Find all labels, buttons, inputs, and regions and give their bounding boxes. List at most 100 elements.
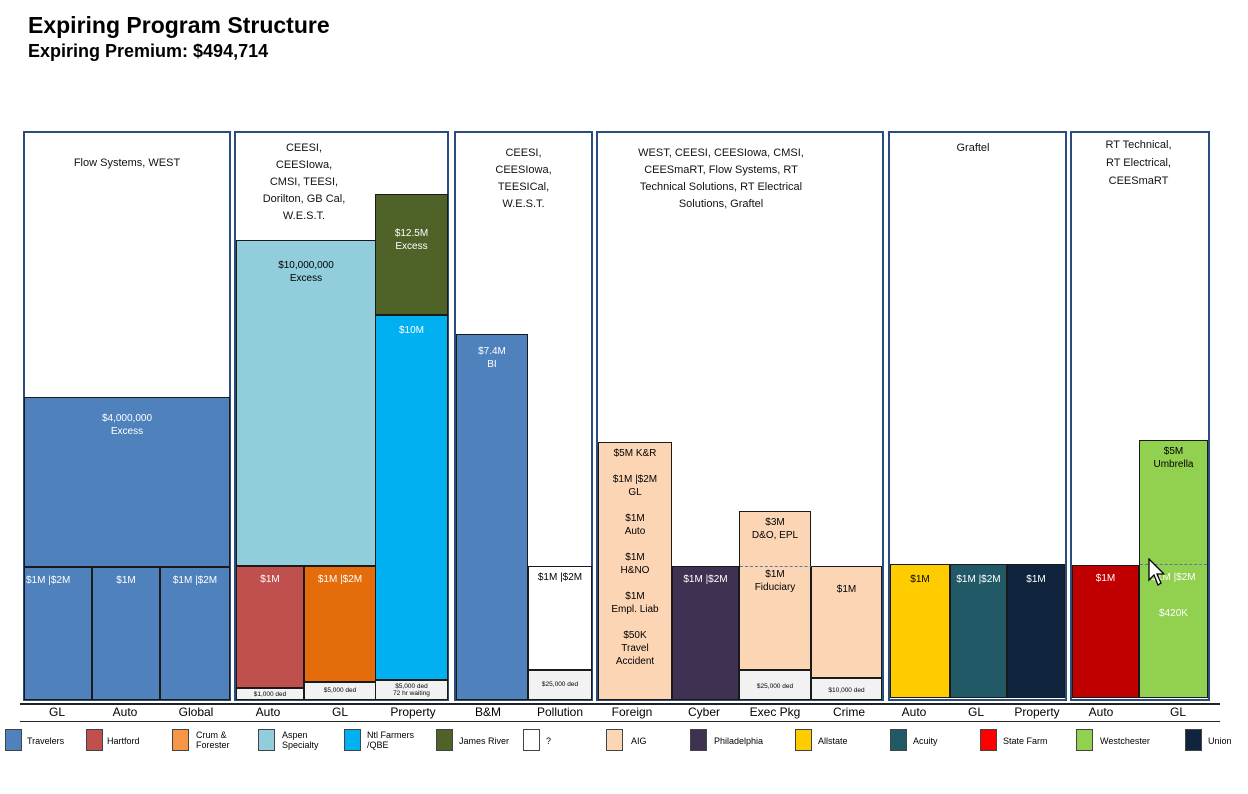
legend-swatch	[1076, 729, 1093, 751]
legend-swatch	[344, 729, 361, 751]
legend-label: State Farm	[1003, 736, 1048, 746]
group-name: Graftel	[956, 142, 990, 154]
block-label: $1M	[260, 574, 280, 585]
axis-label: GL	[331, 705, 349, 719]
block-label: $420K	[1159, 608, 1188, 619]
gl-deductible: $5,000 ded	[304, 682, 376, 700]
global-block: $1M |$2M	[160, 567, 230, 700]
group-name: WEST, CEESI, CEESIowa, CMSI, CEESmaRT, F…	[638, 147, 804, 210]
umbrella-divider	[1140, 564, 1207, 565]
axis-label: Foreign	[611, 705, 653, 719]
legend-label: Hartford	[107, 736, 140, 746]
axis-label: Global	[178, 705, 214, 719]
axis-label: Cyber	[687, 705, 721, 719]
legend-swatch	[5, 729, 22, 751]
legend-swatch	[258, 729, 275, 751]
legend-label: Union	[1208, 736, 1232, 746]
legend-label: Westchester	[1100, 736, 1150, 746]
auto-block: $1M	[236, 566, 304, 688]
auto-deductible: $1,000 ded	[236, 688, 304, 700]
legend-swatch	[86, 729, 103, 751]
group-name: CEESI, CEESIowa, TEESICal, W.E.S.T.	[495, 147, 552, 210]
legend-label: Acuity	[913, 736, 938, 746]
legend-swatch	[890, 729, 907, 751]
block-label: $1M |$2M	[172, 575, 218, 586]
aspen-excess-block: $10,000,000 Excess	[236, 240, 376, 566]
block-label: $1M |$2M	[956, 574, 1001, 585]
group-name: Flow Systems, WEST	[73, 157, 181, 169]
crime-block: $1M	[811, 566, 882, 678]
axis-label: Pollution	[536, 705, 584, 719]
gl-block: $1M |$2M	[304, 566, 376, 682]
block-label: $1M |$2M	[26, 575, 71, 586]
block-label: $4,000,000 Excess	[101, 413, 153, 437]
group-name: RT Technical, RT Electrical, CEESmaRT	[1105, 139, 1172, 187]
block-label: $1M	[836, 584, 857, 595]
property-excess-block: $12.5M Excess	[375, 194, 448, 315]
block-label: $1M |$2M	[537, 572, 583, 583]
cursor-icon	[1148, 558, 1166, 586]
axis-label: GL	[1169, 705, 1187, 719]
block-label: $1M |$2M	[683, 574, 728, 585]
block-label: $3M D&O, EPL	[751, 517, 799, 541]
block-label: $1M Fiduciary	[754, 569, 796, 593]
axis-label: GL	[967, 705, 985, 719]
pollution-block: $1M |$2M	[528, 566, 592, 670]
block-label: $1M	[116, 575, 136, 586]
page-title: Expiring Program Structure	[28, 12, 330, 38]
auto-block: $1M	[890, 564, 950, 698]
foreign-block: $5M K&R $1M |$2M GL $1M Auto $1M H&NO $1…	[598, 442, 672, 700]
block-label: $5M Umbrella	[1153, 446, 1194, 470]
exec-pkg-deductible: $25,000 ded	[739, 670, 811, 700]
gl-block: $1M |$2M	[950, 564, 1007, 698]
group-name: CEESI, CEESIowa, CMSI, TEESI, Dorilton, …	[262, 142, 346, 222]
block-label: $1M	[1095, 573, 1116, 584]
legend-label: Aspen Specialty	[282, 730, 319, 750]
legend-label: Ntl Farmers /QBE	[367, 730, 414, 750]
axis-label: Auto	[901, 705, 927, 719]
legend-swatch	[1185, 729, 1202, 751]
legend-label: Allstate	[818, 736, 848, 746]
bm-block: $7.4M BI	[456, 334, 528, 700]
auto-block: $1M	[1072, 565, 1139, 698]
axis-label: Auto	[1088, 705, 1114, 719]
exec-pkg-block: $3M D&O, EPL $1M Fiduciary	[739, 511, 811, 670]
legend-swatch	[523, 729, 540, 751]
auto-block: $1M	[92, 567, 160, 700]
block-label: $1M	[910, 574, 930, 585]
legend-swatch	[690, 729, 707, 751]
block-label: $1M |$2M	[1151, 572, 1196, 583]
property-block: $1M	[1007, 564, 1065, 698]
property-block: $10M	[375, 315, 448, 680]
legend-swatch	[436, 729, 453, 751]
block-label: $1M	[1026, 574, 1046, 585]
crime-deductible: $10,000 ded	[811, 678, 882, 700]
legend-label: ?	[546, 736, 552, 746]
legend-label: Philadelphia	[714, 736, 764, 746]
page-subtitle: Expiring Premium: $494,714	[28, 41, 269, 61]
legend-label: Crum & Forester	[196, 730, 230, 750]
axis-label: Auto	[255, 705, 281, 719]
block-label: $10,000,000 Excess	[278, 260, 334, 284]
block-label: $12.5M Excess	[394, 228, 429, 252]
excess-block: $4,000,000 Excess	[24, 397, 230, 567]
legend-label: AIG	[631, 736, 647, 746]
axis-label: Property	[390, 705, 436, 719]
axis-label: Exec Pkg	[749, 705, 801, 719]
legend-swatch	[172, 729, 189, 751]
legend-label: Travelers	[27, 736, 65, 746]
axis-line-top	[20, 703, 1220, 705]
block-label: $10M	[398, 325, 424, 336]
block-label: $5M K&R $1M |$2M GL $1M Auto $1M H&NO $1…	[611, 448, 659, 667]
axis-label: B&M	[474, 705, 502, 719]
axis-label: Auto	[112, 705, 138, 719]
legend-swatch	[795, 729, 812, 751]
legend-swatch	[606, 729, 623, 751]
pollution-deductible: $25,000 ded	[528, 670, 592, 700]
legend-label: James River	[459, 736, 510, 746]
axis-label: GL	[48, 705, 66, 719]
block-label: $1M |$2M	[317, 574, 363, 585]
property-deductible: $5,000 ded 72 hr waiting	[375, 680, 448, 700]
block-label: $7.4M BI	[478, 346, 506, 370]
axis-label: Property	[1014, 705, 1060, 719]
